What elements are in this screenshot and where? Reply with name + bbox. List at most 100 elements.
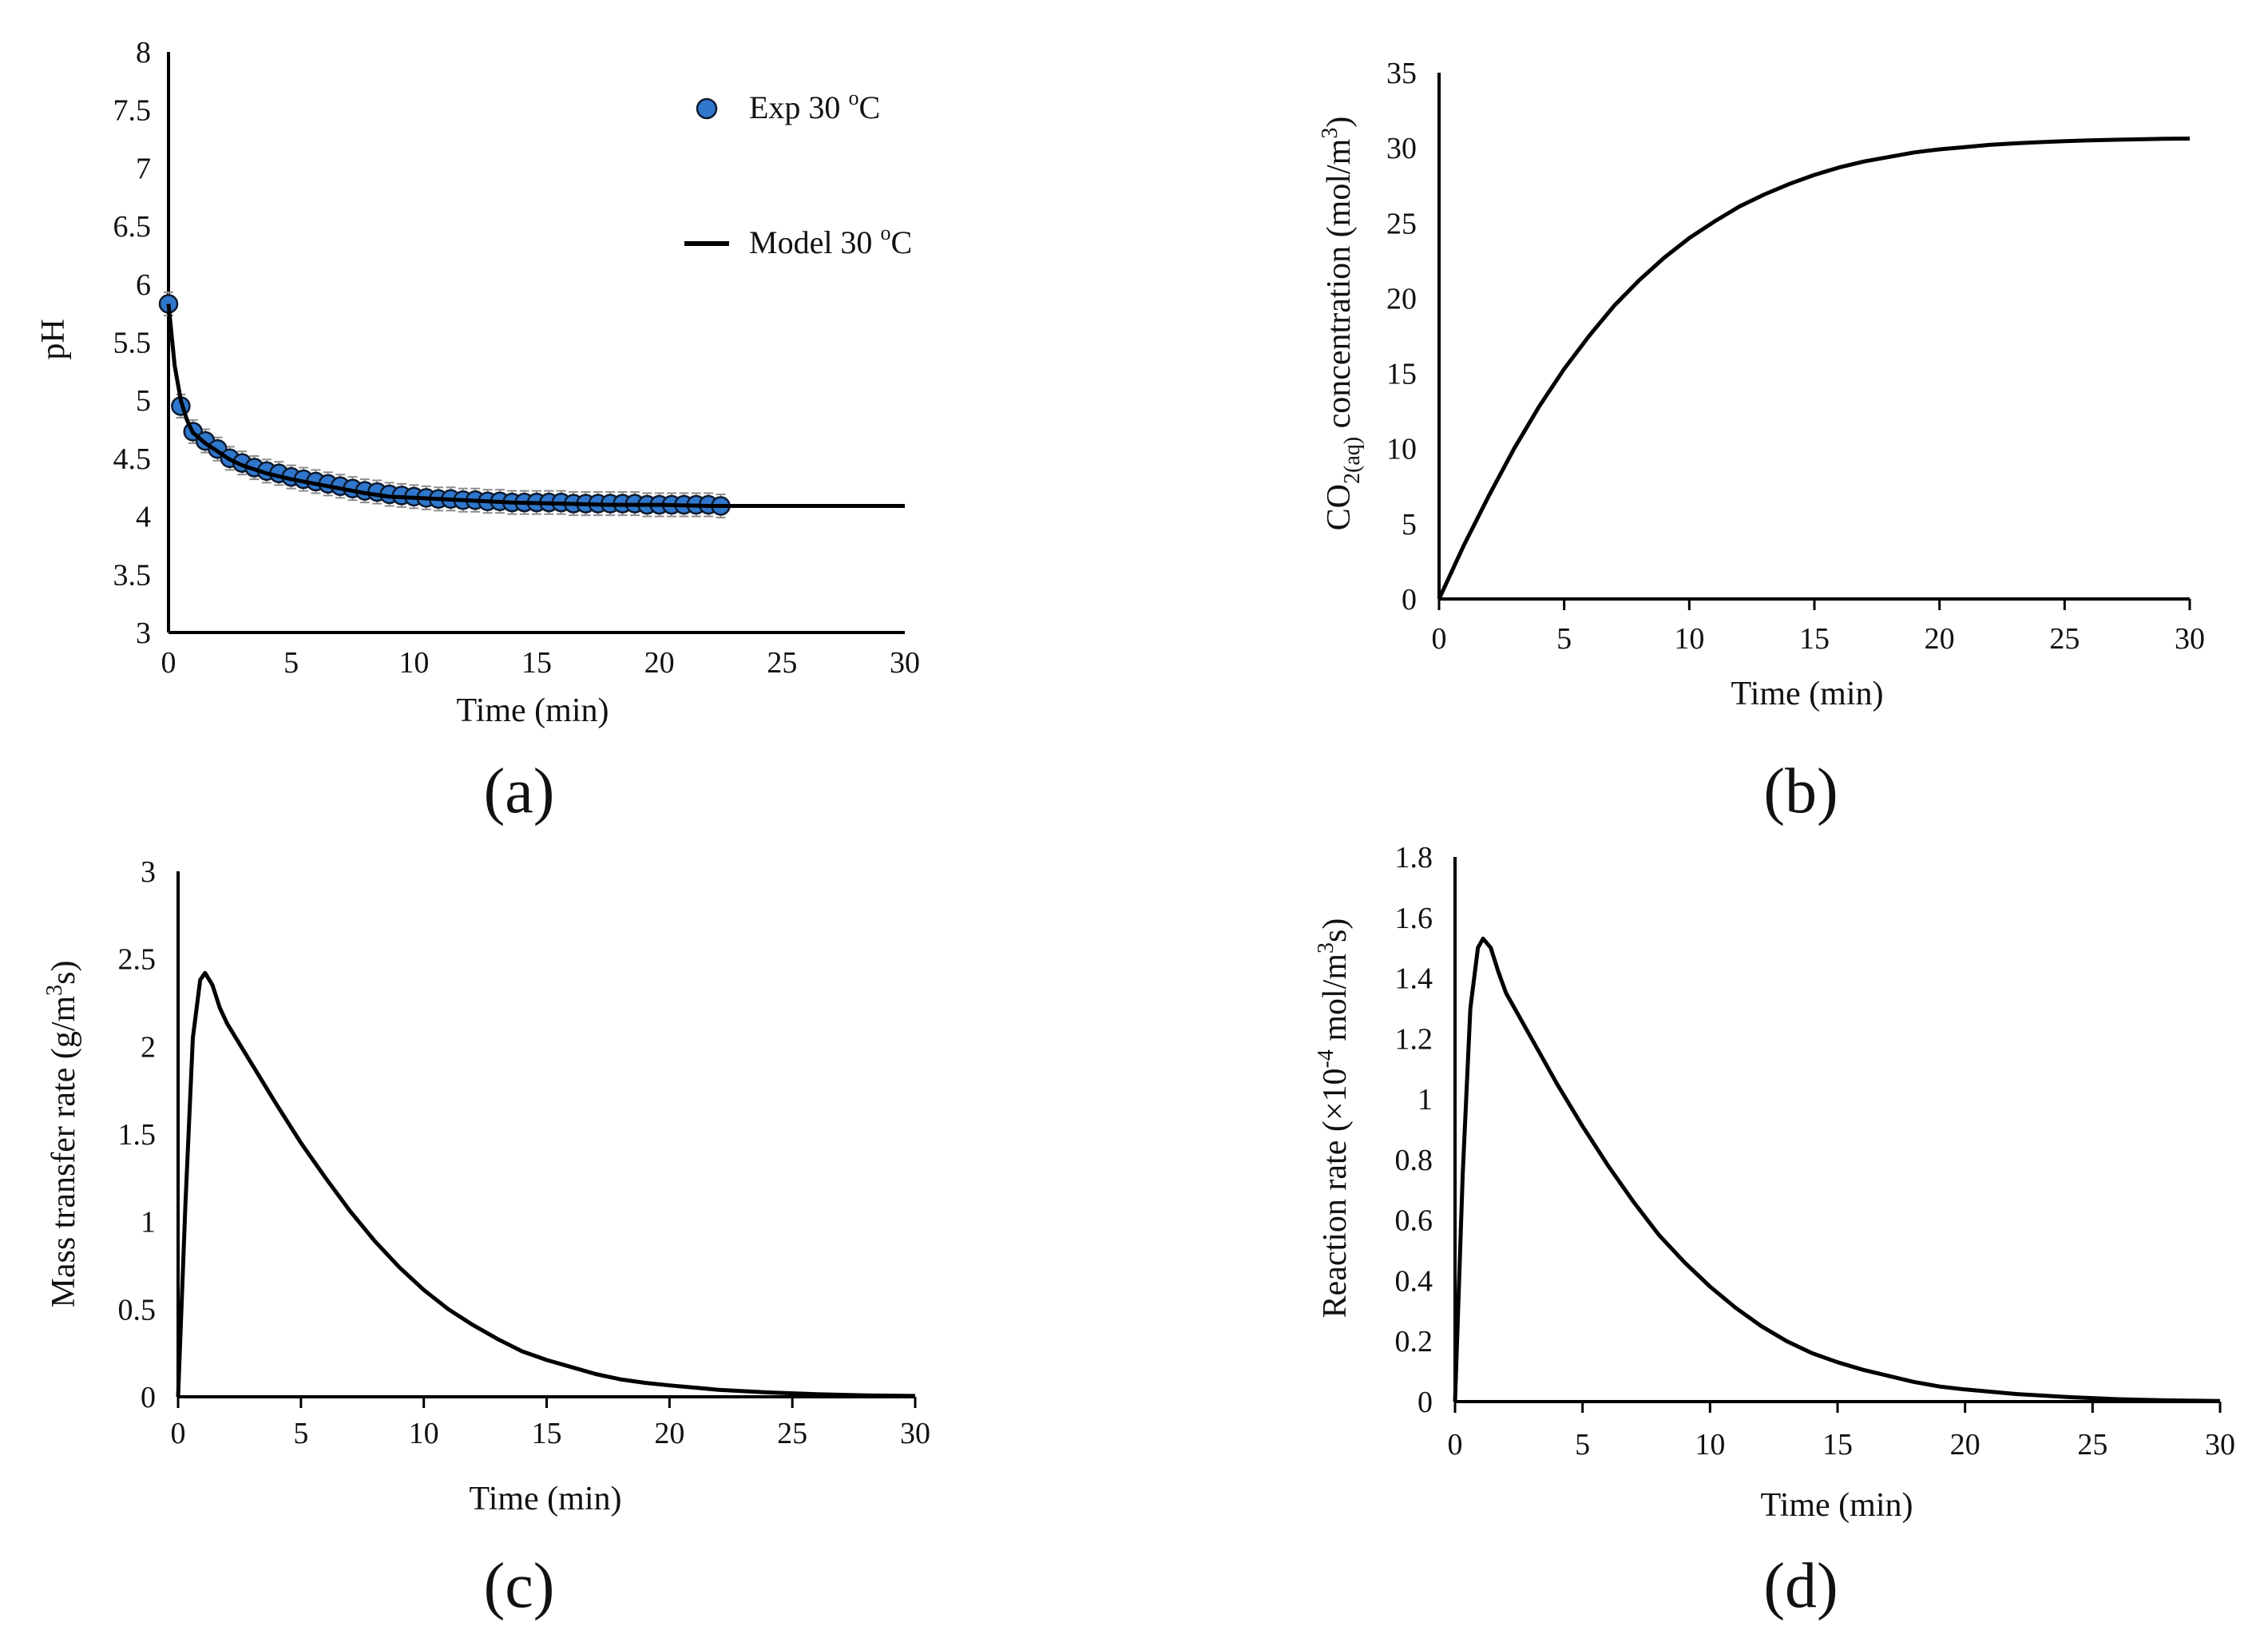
panel-b-y-tick-label: 0 [1402,583,1417,617]
panel-c-y-axis-title: Mass transfer rate (g/m3s) [42,960,82,1307]
panel-b-y-tick-label: 5 [1402,508,1417,541]
panel-a-x-axis-title: Time (min) [457,692,609,729]
panel-a-y-tick-label: 4 [136,501,151,534]
panel-a-y-tick-label: 7.5 [113,94,152,128]
panel-b-y-tick-label: 35 [1386,57,1417,90]
panel-c-y-tick-label: 1.5 [118,1118,157,1152]
legend-exp-unit: C [858,89,880,125]
panel-c-y-tick-label: 0.5 [118,1293,157,1327]
panel-d-x-tick-label: 20 [1950,1428,1981,1462]
panel-d-y-tick-label: 0 [1418,1386,1433,1419]
panel-d: 0 0.2 0.4 0.6 0.8 1 1.2 1.4 1.6 1.8 0 5 10 15 20 25 30 T… [1314,841,2235,1621]
legend-exp-text: Exp 30 [749,89,848,125]
panel-d-series-line [1453,936,2221,1403]
panel-a-series-line [166,303,905,508]
panel-c-label: (c) [484,1551,555,1621]
panel-d-y-tick-label: 1 [1418,1083,1433,1116]
panel-a-y-axis-title: pH [35,319,72,359]
panel-b-x-tick-label: 5 [1556,622,1572,656]
panel-a-y-tick-label: 6 [136,268,151,302]
panel-b-ylabel-co: CO [1321,484,1358,530]
panel-c-y-tick-label: 2.5 [118,943,157,977]
panel-c-y-tick-label: 0 [141,1381,156,1414]
legend-model-label: Model 30 oC [749,221,912,260]
panel-b-y-tick-label: 20 [1386,282,1417,315]
panel-d-x-tick-label: 5 [1575,1428,1590,1462]
panel-a-label: (a) [484,756,555,827]
panel-a-y-tick-label: 7 [136,152,151,185]
panel-d-y-tick-label: 1.6 [1395,902,1433,935]
panel-d-x-axis-title: Time (min) [1761,1487,1913,1524]
panel-b-x-tick-label: 10 [1674,622,1704,656]
panel-a-y-tick-label: 5.5 [113,327,152,360]
panel-b-x-tick-label: 25 [2049,622,2080,656]
panel-c-plot: 00.511.522.530 5 10 15 20 25 30 [118,855,931,1450]
panel-c-x-tick-label: 25 [777,1417,807,1450]
panel-b-ylabel-body: concentration (mol/m [1321,138,1358,437]
panel-a-x-tick-label: 15 [521,646,552,680]
legend-exp-degree: o [848,86,858,109]
panel-c-x-tick-label: 30 [900,1417,930,1450]
panel-d-x-tick-label: 10 [1695,1428,1725,1462]
panel-a-y-tick-label: 4.5 [113,442,152,476]
panel-d-label: (d) [1763,1551,1838,1621]
panel-c-y-tick-label: 2 [141,1030,156,1064]
panel-c-x-tick-label: 5 [293,1417,308,1450]
legend-model-unit: C [890,224,912,260]
panel-d-y-tick-label: 0.2 [1395,1325,1433,1358]
panel-a-legend: Exp 30 oC Model 30 oC [684,86,912,260]
panel-d-x-tick-label: 30 [2205,1428,2235,1462]
panel-d-ylabel-body: Reaction rate (×10 [1317,1068,1354,1318]
panel-a: 3 3.5 4 4.5 5 5.5 6 6.5 7 7.5 8 0 5 10 15 20 25 30 Time (… [35,36,920,827]
panel-b-ylabel-superscript: 3 [1318,128,1342,139]
panel-b-x-axis-title: Time (min) [1731,676,1884,712]
panel-c-ylabel-body: Mass transfer rate (g/m [46,995,82,1307]
panel-a-y-tick-label: 8 [136,36,151,69]
panel-a-y-tick-label: 3 [136,617,151,650]
panel-d-ylabel-superscript-cube: 3 [1314,942,1338,954]
panel-b-label: (b) [1763,756,1838,827]
panel-c-ylabel-superscript: 3 [42,985,67,996]
panel-d-y-tick-label: 0.4 [1395,1264,1433,1298]
panel-b-ylabel-close: ) [1321,117,1358,128]
panel-c-ylabel-close: s) [46,960,82,984]
panel-b-x-tick-label: 15 [1799,622,1830,656]
panel-c-series-line [176,970,916,1398]
panel-b-ylabel-subscript: 2(aq) [1340,437,1365,484]
panel-b-y-tick-label: 30 [1386,132,1417,165]
panel-c-x-tick-label: 0 [171,1417,186,1450]
panel-d-y-tick-label: 1.2 [1395,1022,1433,1056]
panel-a-x-tick-label: 5 [284,646,299,680]
panel-a-y-tick-label: 5 [136,384,151,418]
panel-d-y-tick-label: 1.8 [1395,841,1433,875]
panel-a-x-tick-label: 10 [398,646,429,680]
panel-b: 0 5 10 15 20 25 30 35 0 5 10 15 20 25 30 Time (min) CO… [1318,57,2205,827]
panel-d-x-tick-label: 15 [1822,1428,1853,1462]
panel-a-y-tick-label: 3.5 [113,558,152,592]
panel-d-y-tick-label: 0.6 [1395,1204,1433,1238]
panel-c-y-tick-label: 3 [141,855,156,889]
panel-d-ylabel-unit: mol/m [1317,954,1354,1050]
panel-b-y-tick-label: 15 [1386,358,1417,391]
panel-b-x-tick-label: 20 [1925,622,1955,656]
panel-d-x-tick-label: 0 [1448,1428,1463,1462]
panel-d-ylabel-superscript-exp: -4 [1314,1049,1338,1068]
panel-a-x-tick-label: 30 [890,646,920,680]
panel-d-y-tick-label: 1.4 [1395,962,1433,996]
panel-a-x-tick-label: 20 [644,646,675,680]
panel-b-x-tick-label: 30 [2175,622,2205,656]
panel-b-x-tick-label: 0 [1432,622,1447,656]
panel-a-plot: 3 3.5 4 4.5 5 5.5 6 6.5 7 7.5 8 0 5 10 15 20 25 30 [113,36,921,680]
panel-b-series-line [1437,137,2191,601]
panel-c: 00.511.522.530 5 10 15 20 25 30 Time (min) Mas… [42,855,930,1621]
panel-a-x-tick-label: 25 [767,646,797,680]
panel-c-x-tick-label: 15 [532,1417,562,1450]
panel-b-y-tick-label: 25 [1386,207,1417,240]
panel-b-y-tick-label: 10 [1386,433,1417,466]
legend-model-degree: o [880,221,890,244]
panel-a-x-tick-label: 0 [161,646,176,680]
panel-c-x-tick-label: 20 [654,1417,684,1450]
panel-a-y-tick-label: 6.5 [113,210,152,244]
